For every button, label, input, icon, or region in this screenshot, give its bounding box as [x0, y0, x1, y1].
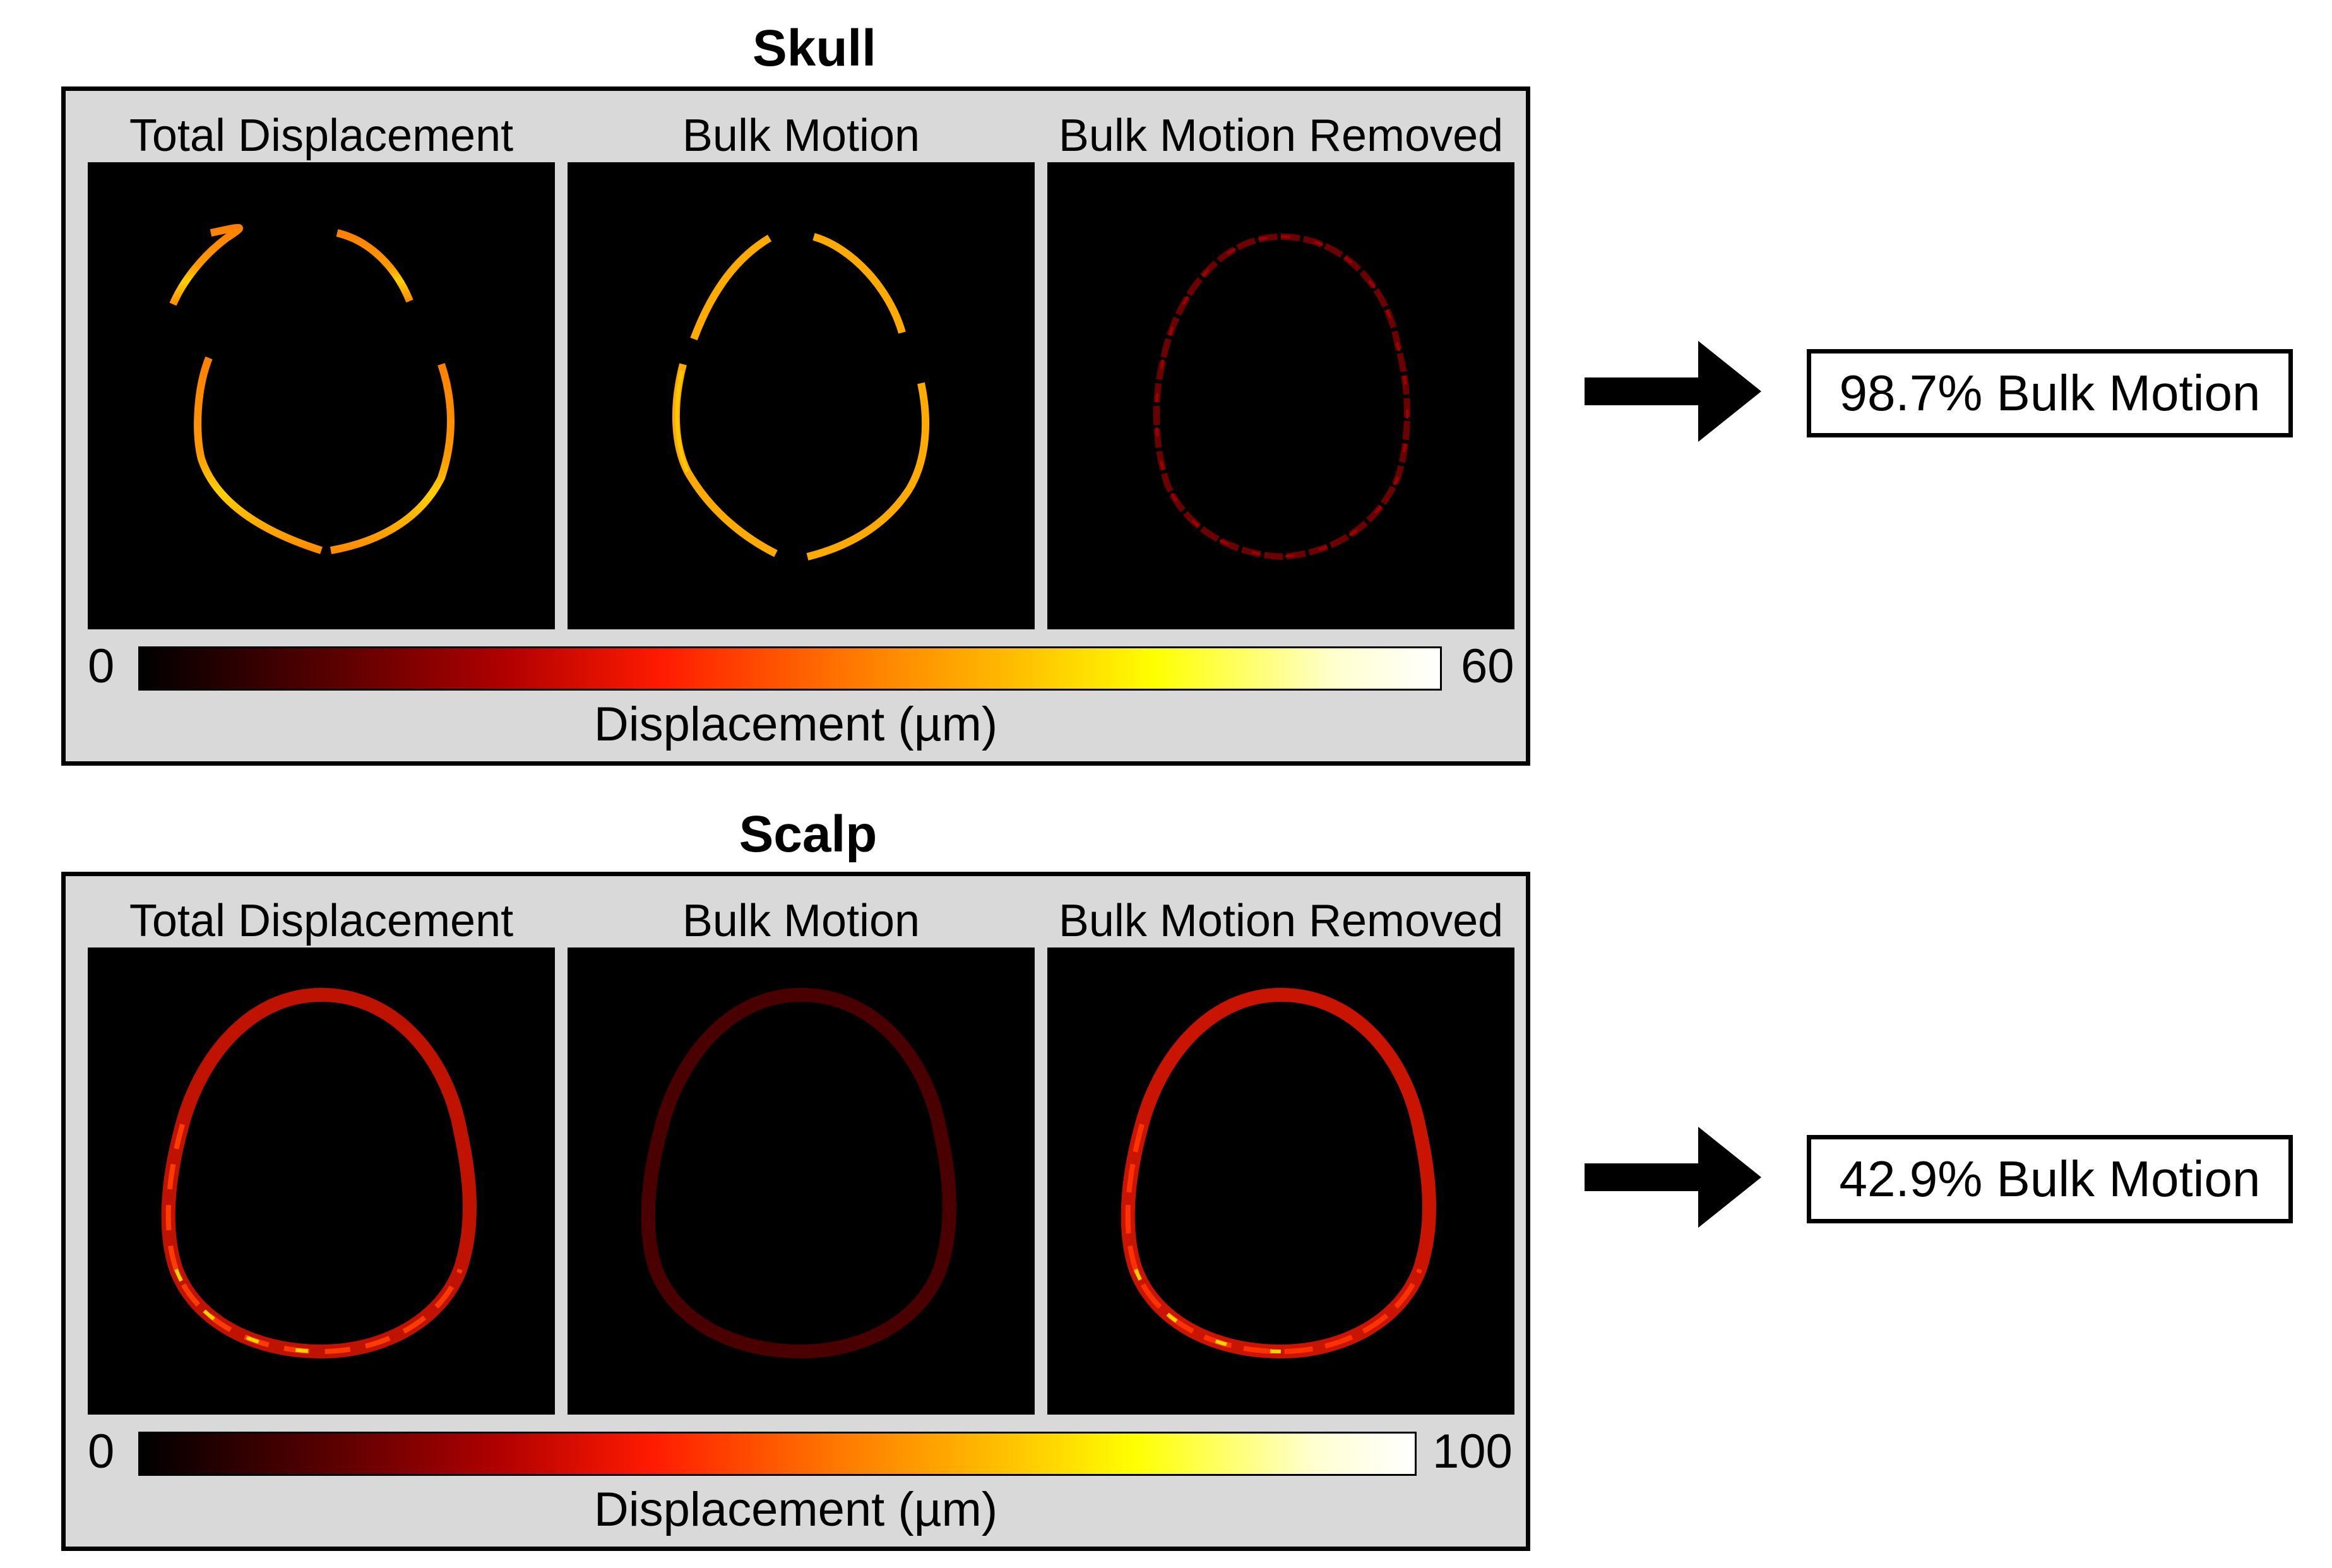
skull-total-arc-topright: [336, 229, 413, 303]
skull-label-total: Total Displacement: [129, 110, 514, 161]
skull-bulk-svg: [672, 233, 929, 561]
skull-panel: Total Displacement Bulk Motion Bulk Moti…: [61, 86, 1530, 766]
skull-total-arc-topleft: [169, 223, 243, 306]
scalp-result-box: 42.9% Bulk Motion: [1807, 1135, 2293, 1223]
scalp-bulk-svg: [641, 987, 956, 1359]
scalp-total-svg: [161, 987, 477, 1359]
skull-result-text: 98.7% Bulk Motion: [1839, 365, 2261, 421]
skull-removed-image: [1047, 162, 1514, 629]
skull-label-bulk: Bulk Motion: [682, 110, 920, 161]
skull-removed-svg: [1153, 233, 1410, 561]
scalp-bulk-image: [568, 947, 1035, 1415]
scalp-total-outline: [161, 987, 477, 1359]
skull-label-removed: Bulk Motion Removed: [1058, 110, 1504, 161]
skull-total-image: [88, 162, 555, 629]
skull-bulk-arc-topright: [812, 233, 906, 334]
scalp-removed-svg: [1121, 987, 1436, 1359]
skull-result-box: 98.7% Bulk Motion: [1807, 349, 2293, 437]
skull-removed-outline: [1153, 233, 1410, 561]
scalp-label-bulk: Bulk Motion: [682, 896, 920, 946]
skull-total-svg: [169, 223, 455, 554]
skull-total-arc-left: [194, 356, 323, 554]
scalp-removed-image: [1047, 947, 1514, 1415]
skull-bulk-arc-left: [672, 363, 778, 557]
skull-bulk-image: [568, 162, 1035, 629]
scalp-bulk-outline: [641, 987, 956, 1359]
scalp-total-image: [88, 947, 555, 1415]
scalp-colorbar-label: Displacement (µm): [593, 1483, 998, 1536]
scalp-arrow-icon: [1585, 1127, 1761, 1228]
scalp-result-text: 42.9% Bulk Motion: [1839, 1151, 2261, 1207]
scalp-removed-outline: [1121, 987, 1436, 1359]
skull-bulk-arc-topleft: [690, 234, 772, 341]
scalp-panel: Total Displacement Bulk Motion Bulk Moti…: [61, 872, 1530, 1551]
skull-title: Skull: [753, 20, 876, 77]
skull-colorbar-max: 60: [1461, 639, 1514, 693]
scalp-colorbar: [138, 1432, 1417, 1476]
skull-colorbar: [138, 646, 1442, 691]
skull-colorbar-label: Displacement (µm): [593, 698, 998, 751]
skull-arrow-icon: [1585, 341, 1761, 442]
skull-bulk-arc-right: [806, 382, 929, 561]
scalp-colorbar-min: 0: [88, 1425, 115, 1478]
scalp-title: Scalp: [739, 805, 877, 863]
skull-total-arc-right: [330, 363, 455, 554]
scalp-colorbar-max: 100: [1432, 1425, 1513, 1478]
scalp-label-total: Total Displacement: [129, 896, 514, 946]
scalp-label-removed: Bulk Motion Removed: [1058, 896, 1504, 946]
skull-colorbar-min: 0: [88, 639, 115, 693]
